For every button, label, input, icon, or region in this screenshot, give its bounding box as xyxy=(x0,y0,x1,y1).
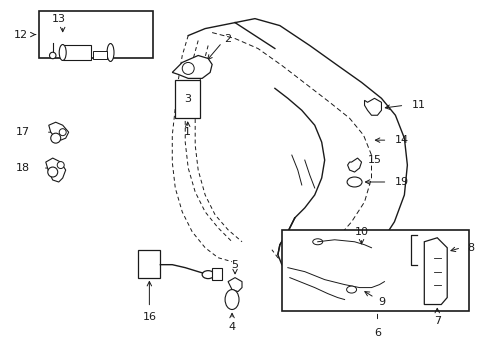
Bar xyxy=(39,11,153,58)
Ellipse shape xyxy=(49,52,56,59)
Bar xyxy=(92,51,106,59)
Ellipse shape xyxy=(346,286,356,293)
Bar xyxy=(175,80,200,118)
Ellipse shape xyxy=(312,239,322,245)
Text: 16: 16 xyxy=(142,312,156,323)
Bar xyxy=(281,230,468,311)
Ellipse shape xyxy=(346,177,361,187)
Ellipse shape xyxy=(59,129,66,136)
Ellipse shape xyxy=(182,62,194,75)
Text: 7: 7 xyxy=(433,316,440,327)
Text: 19: 19 xyxy=(394,177,407,187)
Bar xyxy=(212,268,222,280)
Text: 3: 3 xyxy=(184,94,191,104)
Text: 13: 13 xyxy=(52,14,65,24)
Ellipse shape xyxy=(202,271,214,279)
Polygon shape xyxy=(49,122,68,140)
Ellipse shape xyxy=(107,44,114,62)
Text: 4: 4 xyxy=(228,323,235,332)
Text: 10: 10 xyxy=(354,227,368,237)
Polygon shape xyxy=(46,158,65,182)
Bar xyxy=(138,250,160,278)
Polygon shape xyxy=(227,278,242,292)
Text: 14: 14 xyxy=(394,135,407,145)
Text: 18: 18 xyxy=(16,163,30,173)
Ellipse shape xyxy=(224,289,239,310)
Text: 11: 11 xyxy=(410,100,425,110)
Text: 17: 17 xyxy=(16,127,30,137)
Ellipse shape xyxy=(57,162,64,168)
Text: 12: 12 xyxy=(14,30,28,40)
Text: 6: 6 xyxy=(373,328,380,338)
Ellipse shape xyxy=(48,167,58,177)
Text: 9: 9 xyxy=(377,297,384,306)
Polygon shape xyxy=(364,98,381,115)
Text: 8: 8 xyxy=(466,243,473,253)
Polygon shape xyxy=(172,55,212,78)
Ellipse shape xyxy=(59,45,66,60)
Ellipse shape xyxy=(51,133,61,143)
Text: 15: 15 xyxy=(367,155,381,165)
Polygon shape xyxy=(347,158,361,172)
Text: 1: 1 xyxy=(184,127,191,137)
Text: 5: 5 xyxy=(231,260,238,270)
Text: 2: 2 xyxy=(224,33,231,44)
Polygon shape xyxy=(424,238,447,305)
Bar xyxy=(62,45,90,60)
